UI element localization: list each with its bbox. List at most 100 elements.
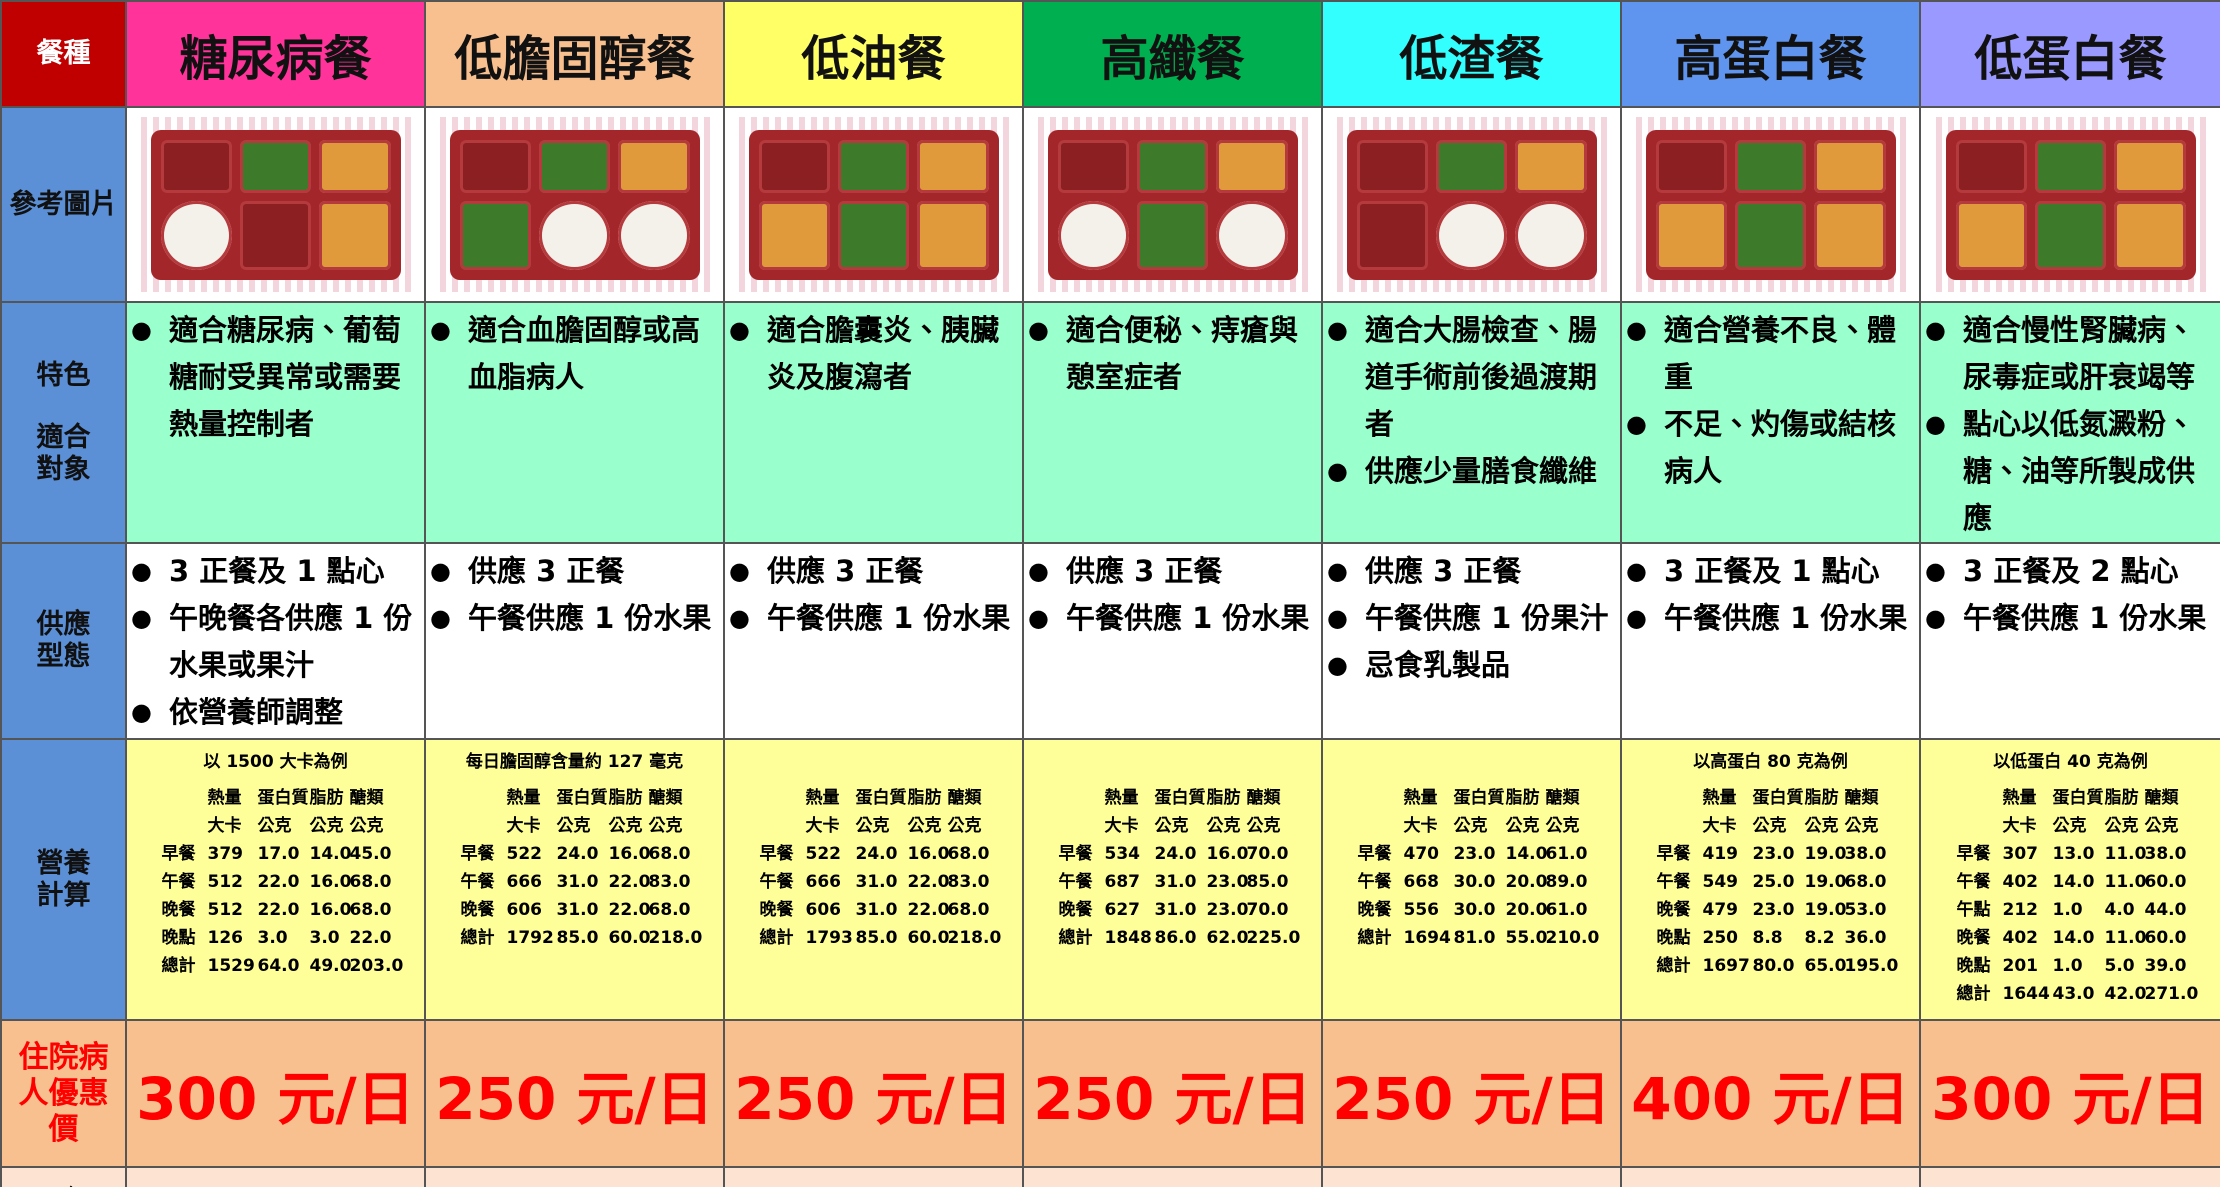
nutrition-value: 3.0 xyxy=(257,928,288,948)
nutrition-value: 68.0 xyxy=(947,900,990,920)
nutrition-value: 23.0 xyxy=(1453,844,1496,864)
row-header: 住院病人優惠價 xyxy=(0,1019,127,1168)
original-price: 400 元/日 xyxy=(723,1166,1024,1187)
meal-name: 總計 xyxy=(161,956,196,976)
discount-price: 400 元/日 xyxy=(1620,1019,1921,1168)
diet-name: 低膽固醇餐 xyxy=(424,0,725,108)
nutrition-table: 熱量 蛋白質 脂肪 醣類 大卡 公克 公克 公克 早餐 379 17.0 14.0 45.0 午餐 512 2… xyxy=(128,784,423,980)
meal-name: 午餐 xyxy=(1956,872,1991,892)
nutrition-unit: 大卡 xyxy=(1403,816,1438,836)
nutrition-unit: 公克 xyxy=(608,816,643,836)
nutrition-unit: 公克 xyxy=(1545,816,1580,836)
nutrition-value: 16.0 xyxy=(608,844,651,864)
nutrition-header: 醣類 xyxy=(2144,788,2179,808)
picture-cell xyxy=(1919,106,2220,303)
diet-name: 高纖餐 xyxy=(1022,0,1323,108)
meal-name: 早餐 xyxy=(161,844,196,864)
nutrition-note: 以 1500 大卡為例 xyxy=(203,752,348,772)
blank xyxy=(1059,784,1105,812)
nutrition-value: 80.0 xyxy=(1752,956,1795,976)
row-header-text: 適合對象 xyxy=(36,421,91,485)
nutrition-unit: 公克 xyxy=(2144,816,2179,836)
nutrition-header: 蛋白質 xyxy=(855,788,907,808)
nutrition-value: 8.2 xyxy=(1804,928,1835,948)
discount-price: 250 元/日 xyxy=(723,1019,1024,1168)
meal-name: 晚餐 xyxy=(460,900,495,920)
nutrition-value: 5.0 xyxy=(2104,956,2135,976)
nutrition-value: 24.0 xyxy=(1154,844,1197,864)
nutrition-unit: 公克 xyxy=(1752,816,1787,836)
nutrition-value: 24.0 xyxy=(855,844,898,864)
nutrition-value: 218.0 xyxy=(947,928,1002,948)
nutrition-header: 醣類 xyxy=(1844,788,1879,808)
features-cell: 適合血膽固醇或高血脂病人 xyxy=(424,301,725,544)
nutrition-value: 30.0 xyxy=(1453,900,1496,920)
nutrition-value: 23.0 xyxy=(1206,900,1249,920)
nutrition-unit: 大卡 xyxy=(506,816,541,836)
blank xyxy=(760,812,806,840)
nutrition-value: 39.0 xyxy=(2144,956,2187,976)
blank xyxy=(760,784,806,812)
feature-item: 適合慢性腎臟病、尿毒症或肝衰竭等 xyxy=(1925,307,2216,401)
nutrition-value: 61.0 xyxy=(1545,844,1588,864)
nutrition-table: 熱量 蛋白質 脂肪 醣類 大卡 公克 公克 公克 早餐 522 24.0 16.0 68.0 午餐 666 3… xyxy=(726,784,1021,952)
features-list: 適合慢性腎臟病、尿毒症或肝衰竭等點心以低氮澱粉、糖、油等所製成供應 xyxy=(1922,304,2219,541)
nutrition-value: 22.0 xyxy=(257,872,300,892)
supply-list: 供應 3 正餐午餐供應 1 份果汁忌食乳製品 xyxy=(1324,545,1619,689)
meal-name: 早餐 xyxy=(759,844,794,864)
supply-item: 午餐供應 1 份水果 xyxy=(430,595,719,642)
nutrition-unit: 大卡 xyxy=(805,816,840,836)
nutrition-value: 556 xyxy=(1403,900,1440,920)
nutrition-value: 666 xyxy=(805,872,842,892)
nutrition-value: 8.8 xyxy=(1752,928,1783,948)
meal-name: 早餐 xyxy=(1357,844,1392,864)
nutrition-value: 23.0 xyxy=(1752,900,1795,920)
meal-name: 總計 xyxy=(759,928,794,948)
row-header: 營養計算 xyxy=(0,738,127,1021)
features-list: 適合膽囊炎、胰臟炎及腹瀉者 xyxy=(726,304,1021,401)
nutrition-header: 蛋白質 xyxy=(1453,788,1505,808)
nutrition-value: 627 xyxy=(1104,900,1141,920)
nutrition-value: 1.0 xyxy=(2052,956,2083,976)
meal-name: 午餐 xyxy=(1656,872,1691,892)
nutrition-value: 606 xyxy=(506,900,543,920)
nutrition-value: 479 xyxy=(1702,900,1739,920)
nutrition-header: 醣類 xyxy=(947,788,982,808)
nutrition-unit: 大卡 xyxy=(1104,816,1139,836)
row-header-text: 特色 xyxy=(36,359,91,391)
feature-item: 適合膽囊炎、胰臟炎及腹瀉者 xyxy=(729,307,1018,401)
nutrition-value: 45.0 xyxy=(349,844,392,864)
nutrition-value: 1792 xyxy=(506,928,554,948)
feature-item: 適合糖尿病、葡萄糖耐受異常或需要熱量控制者 xyxy=(131,307,420,448)
nutrition-value: 65.0 xyxy=(1804,956,1847,976)
supply-cell: 3 正餐及 1 點心午晚餐各供應 1 份水果或果汁依營養師調整 xyxy=(125,542,426,740)
feature-item: 適合便秘、痔瘡與憩室症者 xyxy=(1028,307,1317,401)
nutrition-value: 16.0 xyxy=(907,844,950,864)
nutrition-header: 熱量 xyxy=(805,788,840,808)
supply-item: 午餐供應 1 份水果 xyxy=(729,595,1018,642)
picture-cell xyxy=(723,106,1024,303)
picture-cell xyxy=(1620,106,1921,303)
nutrition-value: 14.0 xyxy=(2052,872,2095,892)
nutrition-unit: 公克 xyxy=(2104,816,2139,836)
original-price: 400 元/日 xyxy=(1321,1166,1622,1187)
features-list: 適合便秘、痔瘡與憩室症者 xyxy=(1025,304,1320,401)
nutrition-header: 熱量 xyxy=(207,788,242,808)
nutrition-value: 64.0 xyxy=(257,956,300,976)
supply-item: 供應 3 正餐 xyxy=(1327,548,1616,595)
meal-picture xyxy=(1935,117,2206,292)
picture-cell xyxy=(424,106,725,303)
nutrition-unit: 公克 xyxy=(257,816,292,836)
supply-cell: 3 正餐及 1 點心午餐供應 1 份水果 xyxy=(1620,542,1921,740)
nutrition-value: 19.0 xyxy=(1804,900,1847,920)
nutrition-cell: 以低蛋白 40 克為例 熱量 蛋白質 脂肪 醣類 大卡 公克 公克 公克 早餐 307 13.0 11.… xyxy=(1919,738,2220,1021)
nutrition-value: 70.0 xyxy=(1246,844,1289,864)
nutrition-value: 25.0 xyxy=(1752,872,1795,892)
features-list: 適合糖尿病、葡萄糖耐受異常或需要熱量控制者 xyxy=(128,304,423,448)
meal-name: 晚餐 xyxy=(1357,900,1392,920)
nutrition-value: 1644 xyxy=(2002,984,2050,1004)
nutrition-unit: 公克 xyxy=(855,816,890,836)
nutrition-unit: 公克 xyxy=(1505,816,1540,836)
